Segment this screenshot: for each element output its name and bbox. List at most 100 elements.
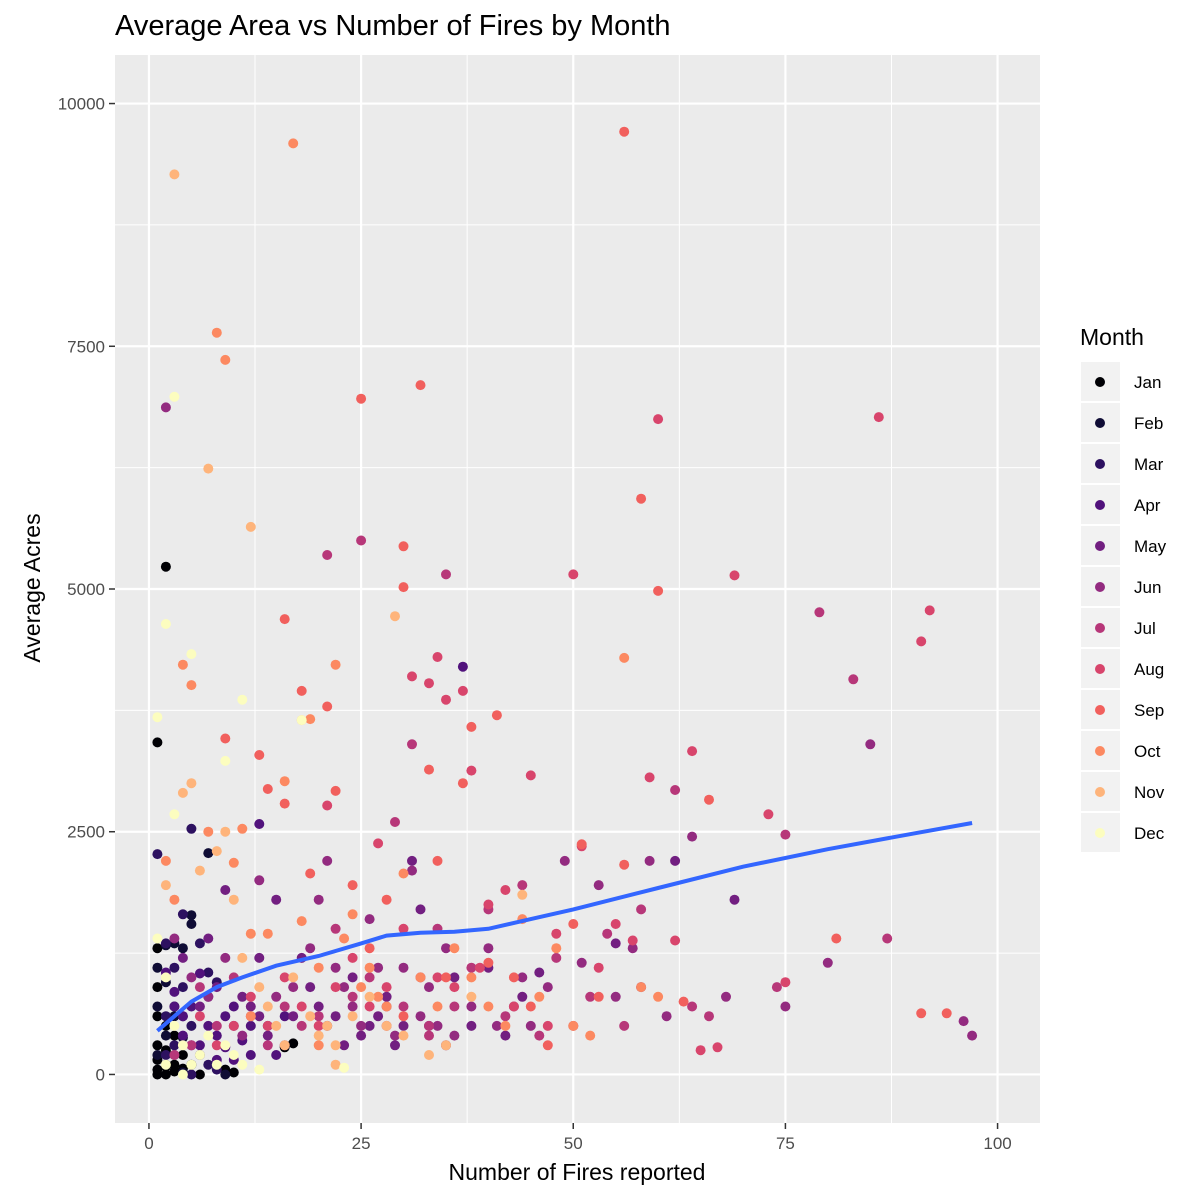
data-point-jun xyxy=(322,855,333,866)
legend-label-nov: Nov xyxy=(1134,783,1165,802)
data-point-may xyxy=(517,991,528,1002)
legend-label-jul: Jul xyxy=(1134,619,1156,638)
data-point-jan xyxy=(288,1038,299,1049)
data-point-oct xyxy=(636,982,647,993)
data-point-jun xyxy=(958,1016,969,1027)
data-point-jul xyxy=(211,1020,222,1031)
x-tick-label: 50 xyxy=(564,1134,583,1153)
data-point-oct xyxy=(347,909,358,920)
data-point-oct xyxy=(262,928,273,939)
data-point-oct xyxy=(483,1001,494,1012)
legend-label-jun: Jun xyxy=(1134,578,1161,597)
x-tick-label: 75 xyxy=(776,1134,795,1153)
data-point-jun xyxy=(237,1030,248,1041)
data-point-dec xyxy=(254,1064,265,1075)
data-point-feb xyxy=(160,1030,171,1041)
data-point-nov xyxy=(441,1040,451,1051)
data-point-may xyxy=(610,938,621,949)
data-point-apr xyxy=(177,1011,188,1022)
chart-title: Average Area vs Number of Fires by Month xyxy=(115,10,671,42)
legend-swatch-nov xyxy=(1095,787,1105,797)
data-point-sep xyxy=(576,839,587,850)
data-point-aug xyxy=(712,1042,723,1053)
data-point-jun xyxy=(721,991,731,1002)
y-tick-label: 2500 xyxy=(67,823,105,842)
data-point-sep xyxy=(279,614,290,625)
data-point-mar xyxy=(186,1069,197,1080)
data-point-mar xyxy=(186,823,197,834)
data-point-aug xyxy=(763,809,774,820)
data-point-jun xyxy=(347,1001,358,1012)
data-point-sep xyxy=(254,750,265,760)
data-point-apr xyxy=(220,1011,231,1022)
data-point-jun xyxy=(466,1001,477,1012)
data-point-nov xyxy=(203,463,214,474)
y-tick-label: 7500 xyxy=(67,337,105,356)
data-point-sep xyxy=(916,1008,927,1019)
data-point-dec xyxy=(160,972,171,983)
data-point-sep xyxy=(398,1011,409,1022)
data-point-jul xyxy=(356,535,367,546)
data-point-jul xyxy=(194,982,205,993)
data-point-nov xyxy=(347,1011,358,1022)
data-point-may xyxy=(194,1001,205,1012)
data-point-jun xyxy=(441,943,451,954)
data-point-sep xyxy=(619,126,630,137)
legend-label-apr: Apr xyxy=(1134,496,1161,515)
x-tick-label: 0 xyxy=(144,1134,153,1153)
data-point-apr xyxy=(457,661,468,672)
data-point-jan xyxy=(152,1040,163,1051)
data-point-jul xyxy=(279,1001,290,1012)
data-point-nov xyxy=(228,894,239,905)
data-point-feb xyxy=(186,910,197,921)
data-point-aug xyxy=(262,1020,273,1031)
data-point-jul xyxy=(441,569,451,580)
data-point-jun xyxy=(644,855,655,866)
data-point-mar xyxy=(169,1040,180,1051)
data-point-dec xyxy=(160,1059,171,1070)
data-point-nov xyxy=(381,1020,392,1031)
data-point-sep xyxy=(322,701,333,712)
data-point-sep xyxy=(653,585,664,596)
data-point-oct xyxy=(619,652,630,663)
data-point-aug xyxy=(729,570,740,581)
data-point-oct xyxy=(211,327,222,338)
legend-label-oct: Oct xyxy=(1134,742,1161,761)
data-point-aug xyxy=(466,765,477,776)
data-point-may xyxy=(177,952,188,963)
data-point-jul xyxy=(466,962,477,973)
data-point-oct xyxy=(288,138,299,149)
data-point-jul xyxy=(330,923,341,934)
data-point-aug xyxy=(330,982,341,993)
x-tick-label: 100 xyxy=(983,1134,1011,1153)
data-point-mar xyxy=(177,982,188,993)
data-point-dec xyxy=(160,619,171,629)
data-point-dec xyxy=(203,1030,214,1041)
data-point-sep xyxy=(262,784,273,794)
data-point-aug xyxy=(873,412,884,423)
data-point-jul xyxy=(364,972,375,983)
data-point-jan xyxy=(160,561,171,572)
x-axis-ticks: 0 25 50 75 100 xyxy=(144,1123,1012,1153)
data-point-dec xyxy=(220,755,231,766)
data-point-aug xyxy=(627,935,638,946)
y-tick-label: 0 xyxy=(96,1065,105,1084)
data-point-jul xyxy=(424,1020,434,1031)
data-point-feb xyxy=(203,848,214,859)
data-point-may xyxy=(500,1030,511,1041)
data-point-may xyxy=(356,1030,367,1041)
data-point-sep xyxy=(593,991,604,1002)
data-point-oct xyxy=(279,776,290,787)
data-point-aug xyxy=(245,991,256,1002)
legend-label-aug: Aug xyxy=(1134,660,1164,679)
data-point-may xyxy=(305,982,316,993)
data-point-oct xyxy=(177,659,188,670)
data-point-jun xyxy=(865,739,876,750)
data-point-mar xyxy=(169,962,180,973)
data-point-jun xyxy=(407,865,417,876)
data-point-jul xyxy=(704,1011,714,1022)
data-point-jun xyxy=(364,914,375,925)
data-point-jun xyxy=(559,855,570,866)
data-point-may xyxy=(339,1040,350,1051)
data-point-apr xyxy=(177,1030,188,1041)
